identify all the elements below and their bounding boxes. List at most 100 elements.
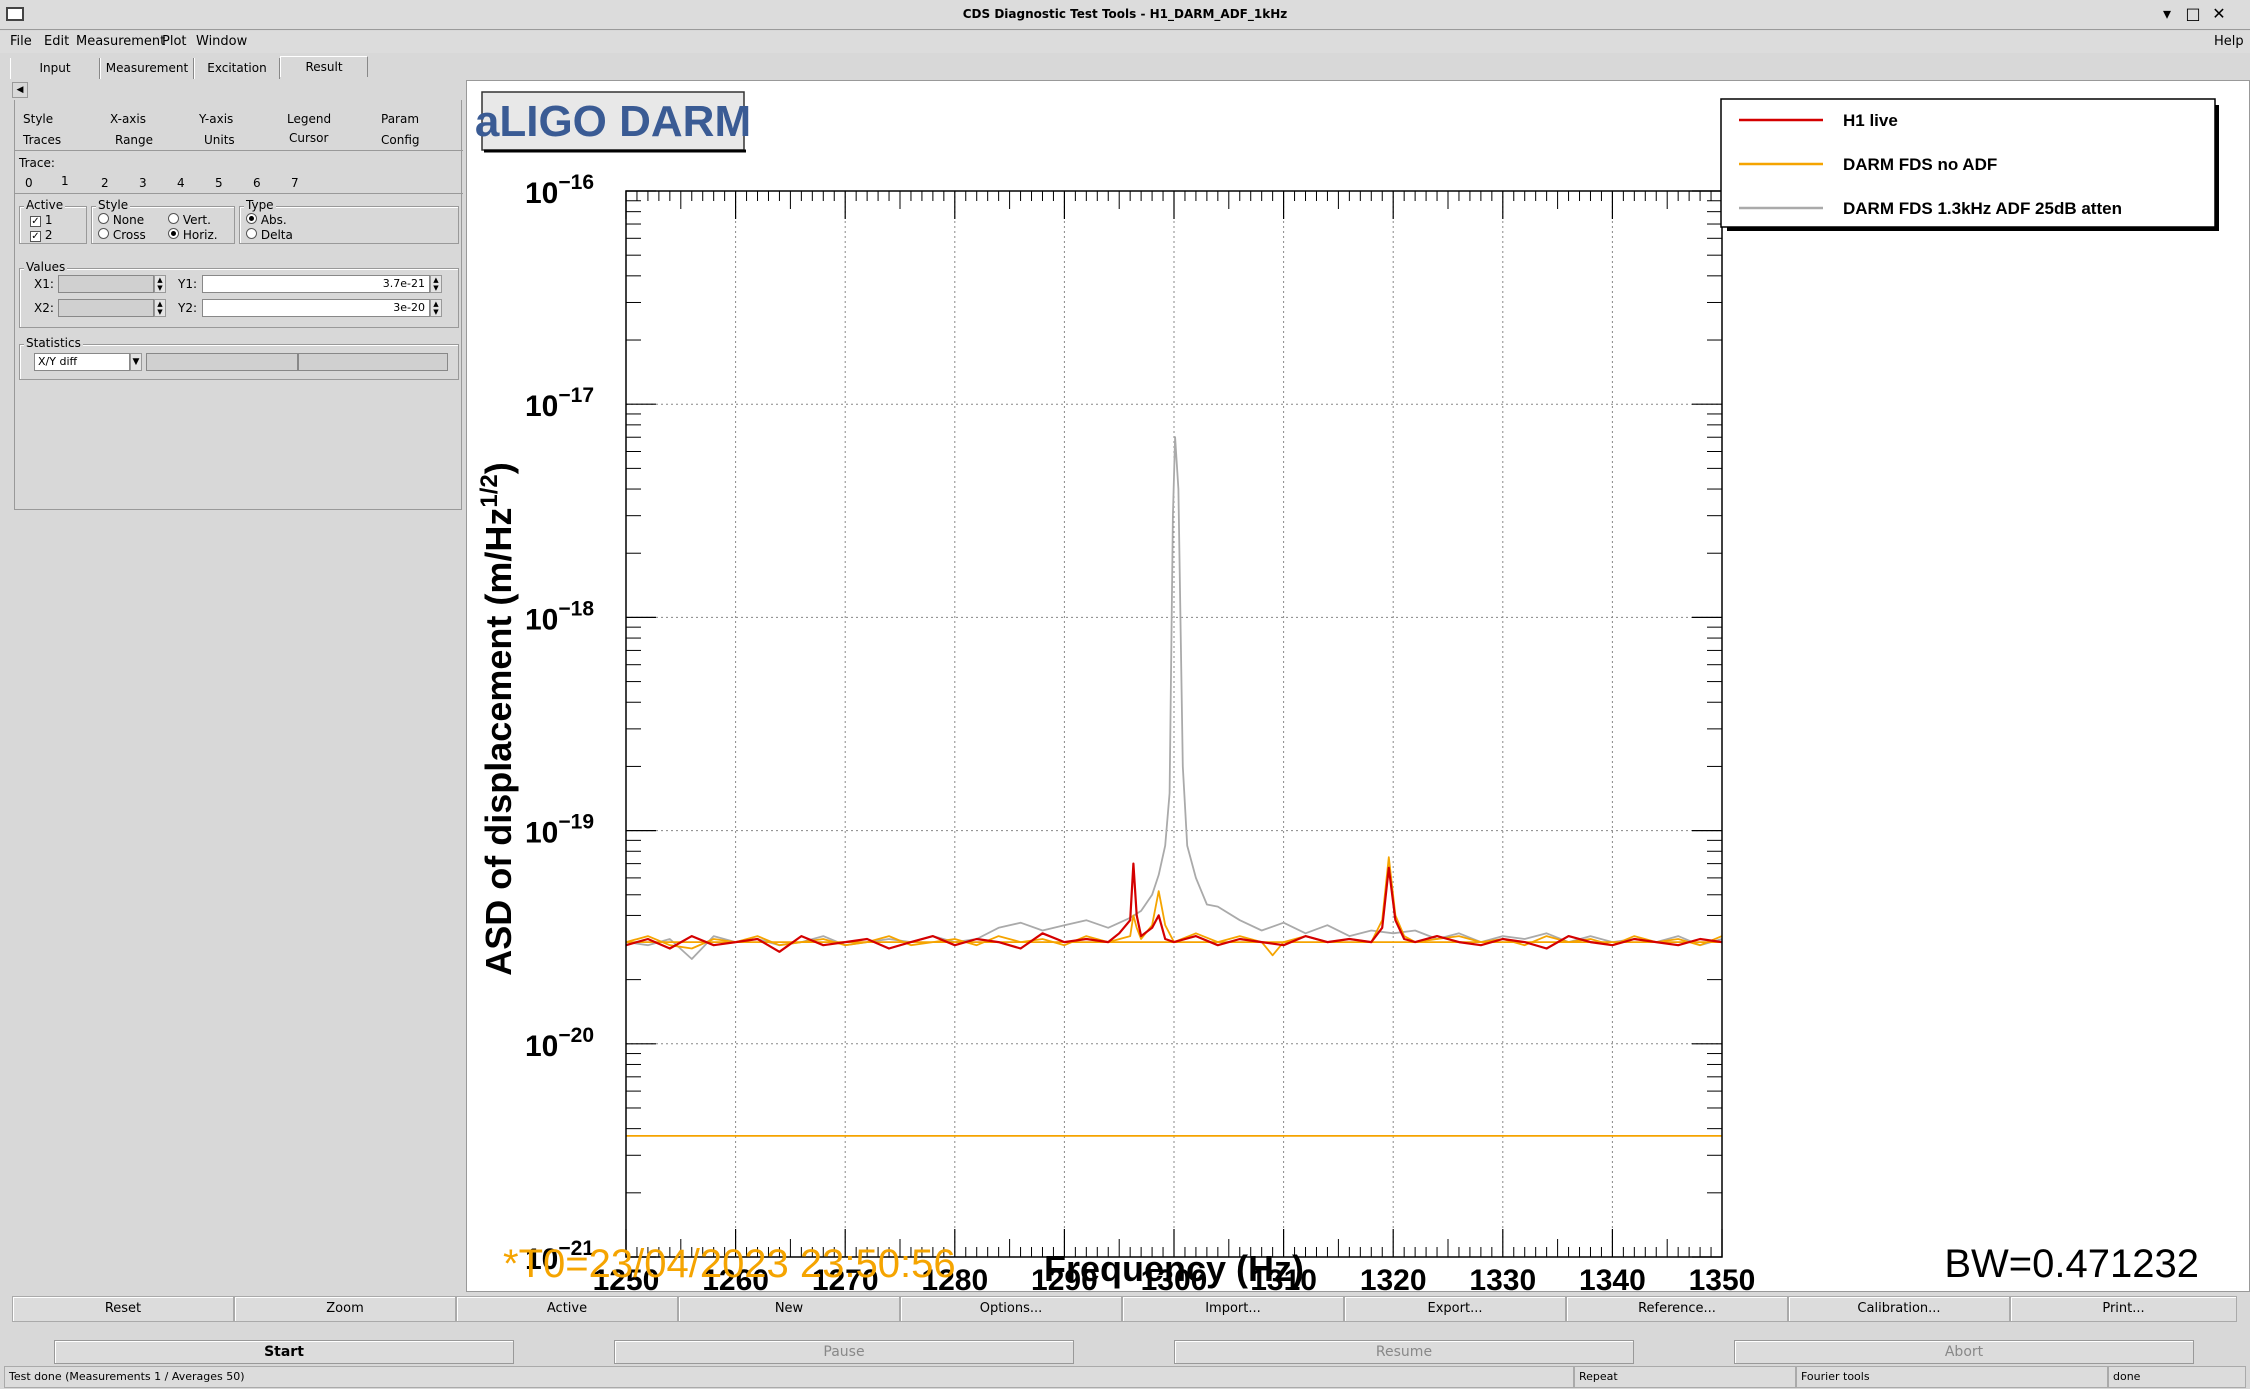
trace-tab-0[interactable]: 0: [25, 176, 33, 190]
x-tick-label: 1250: [593, 1264, 660, 1293]
close-button[interactable]: ✕: [2212, 4, 2226, 23]
new-button[interactable]: New: [678, 1296, 900, 1322]
options-panel: Style X-axis Y-axis Legend Param Traces …: [14, 100, 463, 510]
style-vert-label: Vert.: [182, 213, 211, 227]
export-button[interactable]: Export...: [1344, 1296, 1566, 1322]
x-tick-label: 1300: [1141, 1264, 1208, 1293]
print-button[interactable]: Print...: [2010, 1296, 2237, 1322]
subtab-range[interactable]: Range: [115, 133, 154, 147]
x-tick-label: 1290: [1031, 1264, 1098, 1293]
y1-spinner[interactable]: ▲ ▼: [430, 275, 442, 293]
active-1-label: 1: [44, 213, 53, 227]
trace-tab-1[interactable]: 1: [61, 174, 69, 188]
type-abs-radio[interactable]: [246, 213, 257, 224]
y-tick-label: 10−19: [525, 811, 594, 850]
asd-chart[interactable]: 1250 1260 1270 1280 1290 1300 1310 1320 1330 1340…: [467, 81, 2250, 1297]
subtab-y-axis[interactable]: Y-axis: [199, 112, 234, 126]
menu-measurement[interactable]: Measurement: [76, 34, 166, 49]
subtab-config[interactable]: Config: [381, 133, 420, 147]
x-axis-label: Frequency (Hz): [1044, 1248, 1304, 1289]
restore-button[interactable]: □: [2185, 4, 2201, 23]
x-tick-label: 1270: [812, 1264, 879, 1293]
style-horiz-label: Horiz.: [182, 228, 218, 242]
t0-timestamp: *T0=23/04/2023 23:50:56: [503, 1242, 956, 1286]
subtab-traces[interactable]: Traces: [23, 133, 62, 147]
x-tick-labels: 1250 1260 1270 1280 1290 1300 1310 1320 1330 1340…: [593, 1264, 1756, 1297]
abort-button[interactable]: Abort: [1734, 1340, 2194, 1364]
window-icon[interactable]: [6, 7, 24, 21]
style-none-radio[interactable]: [98, 213, 109, 224]
x-tick-label: 1320: [1360, 1264, 1427, 1293]
bandwidth-label: BW=0.471232: [1944, 1242, 2199, 1286]
style-label: Style: [96, 198, 131, 212]
trace-tab-4[interactable]: 4: [177, 176, 185, 190]
y-axis-label-end: ): [478, 462, 519, 474]
zoom-button[interactable]: Zoom: [234, 1296, 456, 1322]
type-delta-radio[interactable]: [246, 228, 257, 239]
trace-tab-7[interactable]: 7: [291, 176, 299, 190]
tab-input[interactable]: Input: [10, 58, 100, 79]
active-1-checkbox[interactable]: ✓: [30, 216, 41, 227]
reference-button[interactable]: Reference...: [1566, 1296, 1788, 1322]
x2-input[interactable]: [58, 299, 154, 317]
trace-tab-3[interactable]: 3: [139, 176, 147, 190]
menu-file[interactable]: File: [10, 34, 32, 49]
start-button[interactable]: Start: [54, 1340, 514, 1364]
x1-spinner[interactable]: ▲ ▼: [154, 275, 166, 293]
axes-frame: [625, 190, 1723, 1258]
active-2-checkbox[interactable]: ✓: [30, 231, 41, 242]
import-button[interactable]: Import...: [1122, 1296, 1344, 1322]
collapse-arrow-icon[interactable]: ◀: [12, 82, 28, 98]
subtab-param[interactable]: Param: [381, 112, 420, 126]
subtab-cursor[interactable]: Cursor: [289, 131, 329, 145]
pause-button[interactable]: Pause: [614, 1340, 1074, 1364]
trace-tab-5[interactable]: 5: [215, 176, 223, 190]
trace-tab-6[interactable]: 6: [253, 176, 261, 190]
active-button[interactable]: Active: [456, 1296, 678, 1322]
y1-input[interactable]: 3.7e-21: [202, 275, 430, 293]
statistics-dropdown-icon[interactable]: ▼: [130, 353, 142, 371]
plot-area[interactable]: 1250 1260 1270 1280 1290 1300 1310 1320 1330 1340…: [466, 80, 2250, 1297]
y-tick-label: 10−16: [525, 171, 594, 210]
subtab-legend[interactable]: Legend: [287, 112, 332, 126]
options-button[interactable]: Options...: [900, 1296, 1122, 1322]
y-tick-label: 10−21: [525, 1237, 594, 1276]
values-label: Values: [24, 260, 68, 274]
type-delta-label: Delta: [260, 228, 293, 242]
reset-button[interactable]: Reset: [12, 1296, 234, 1322]
style-none-label: None: [112, 213, 145, 227]
statistics-select[interactable]: X/Y diff: [34, 353, 130, 371]
style-cross-radio[interactable]: [98, 228, 109, 239]
tab-result[interactable]: Result: [280, 56, 368, 77]
trace-divider: [15, 193, 463, 194]
calibration-button[interactable]: Calibration...: [1788, 1296, 2010, 1322]
x2-spinner[interactable]: ▲ ▼: [154, 299, 166, 317]
subtab-x-axis[interactable]: X-axis: [110, 112, 146, 126]
y-axis-label-main: ASD of displacement (m/Hz: [478, 508, 519, 976]
y2-input[interactable]: 3e-20: [202, 299, 430, 317]
y-axis-label: ASD of displacement (m/Hz1/2): [476, 462, 519, 975]
style-horiz-radio[interactable]: [168, 228, 179, 239]
y-tick-label: 10−18: [525, 597, 594, 636]
control-button-row: Start Pause Resume Abort: [0, 1336, 2250, 1364]
active-group: Active ✓ 1 ✓ 2: [19, 198, 87, 244]
x-tick-label: 1350: [1689, 1264, 1756, 1293]
subtab-style[interactable]: Style: [23, 112, 54, 126]
main-tabs: Input Measurement Excitation Result: [8, 56, 2250, 80]
menu-plot[interactable]: Plot: [162, 34, 187, 49]
menu-window[interactable]: Window: [196, 34, 248, 49]
menu-edit[interactable]: Edit: [44, 34, 70, 49]
trace-tab-2[interactable]: 2: [101, 176, 109, 190]
resume-button[interactable]: Resume: [1174, 1340, 1634, 1364]
menu-help[interactable]: Help: [2214, 34, 2244, 49]
y2-spinner[interactable]: ▲ ▼: [430, 299, 442, 317]
tab-excitation[interactable]: Excitation: [194, 58, 280, 79]
active-2-label: 2: [44, 228, 53, 242]
style-vert-radio[interactable]: [168, 213, 179, 224]
legend-label-darm-fds-adf: DARM FDS 1.3kHz ADF 25dB atten: [1843, 199, 2122, 218]
legend-label-h1-live: H1 live: [1843, 111, 1898, 130]
x1-input[interactable]: [58, 275, 154, 293]
subtab-units[interactable]: Units: [204, 133, 235, 147]
minimize-button[interactable]: ▾: [2162, 4, 2172, 23]
tab-measurement[interactable]: Measurement: [100, 58, 194, 79]
